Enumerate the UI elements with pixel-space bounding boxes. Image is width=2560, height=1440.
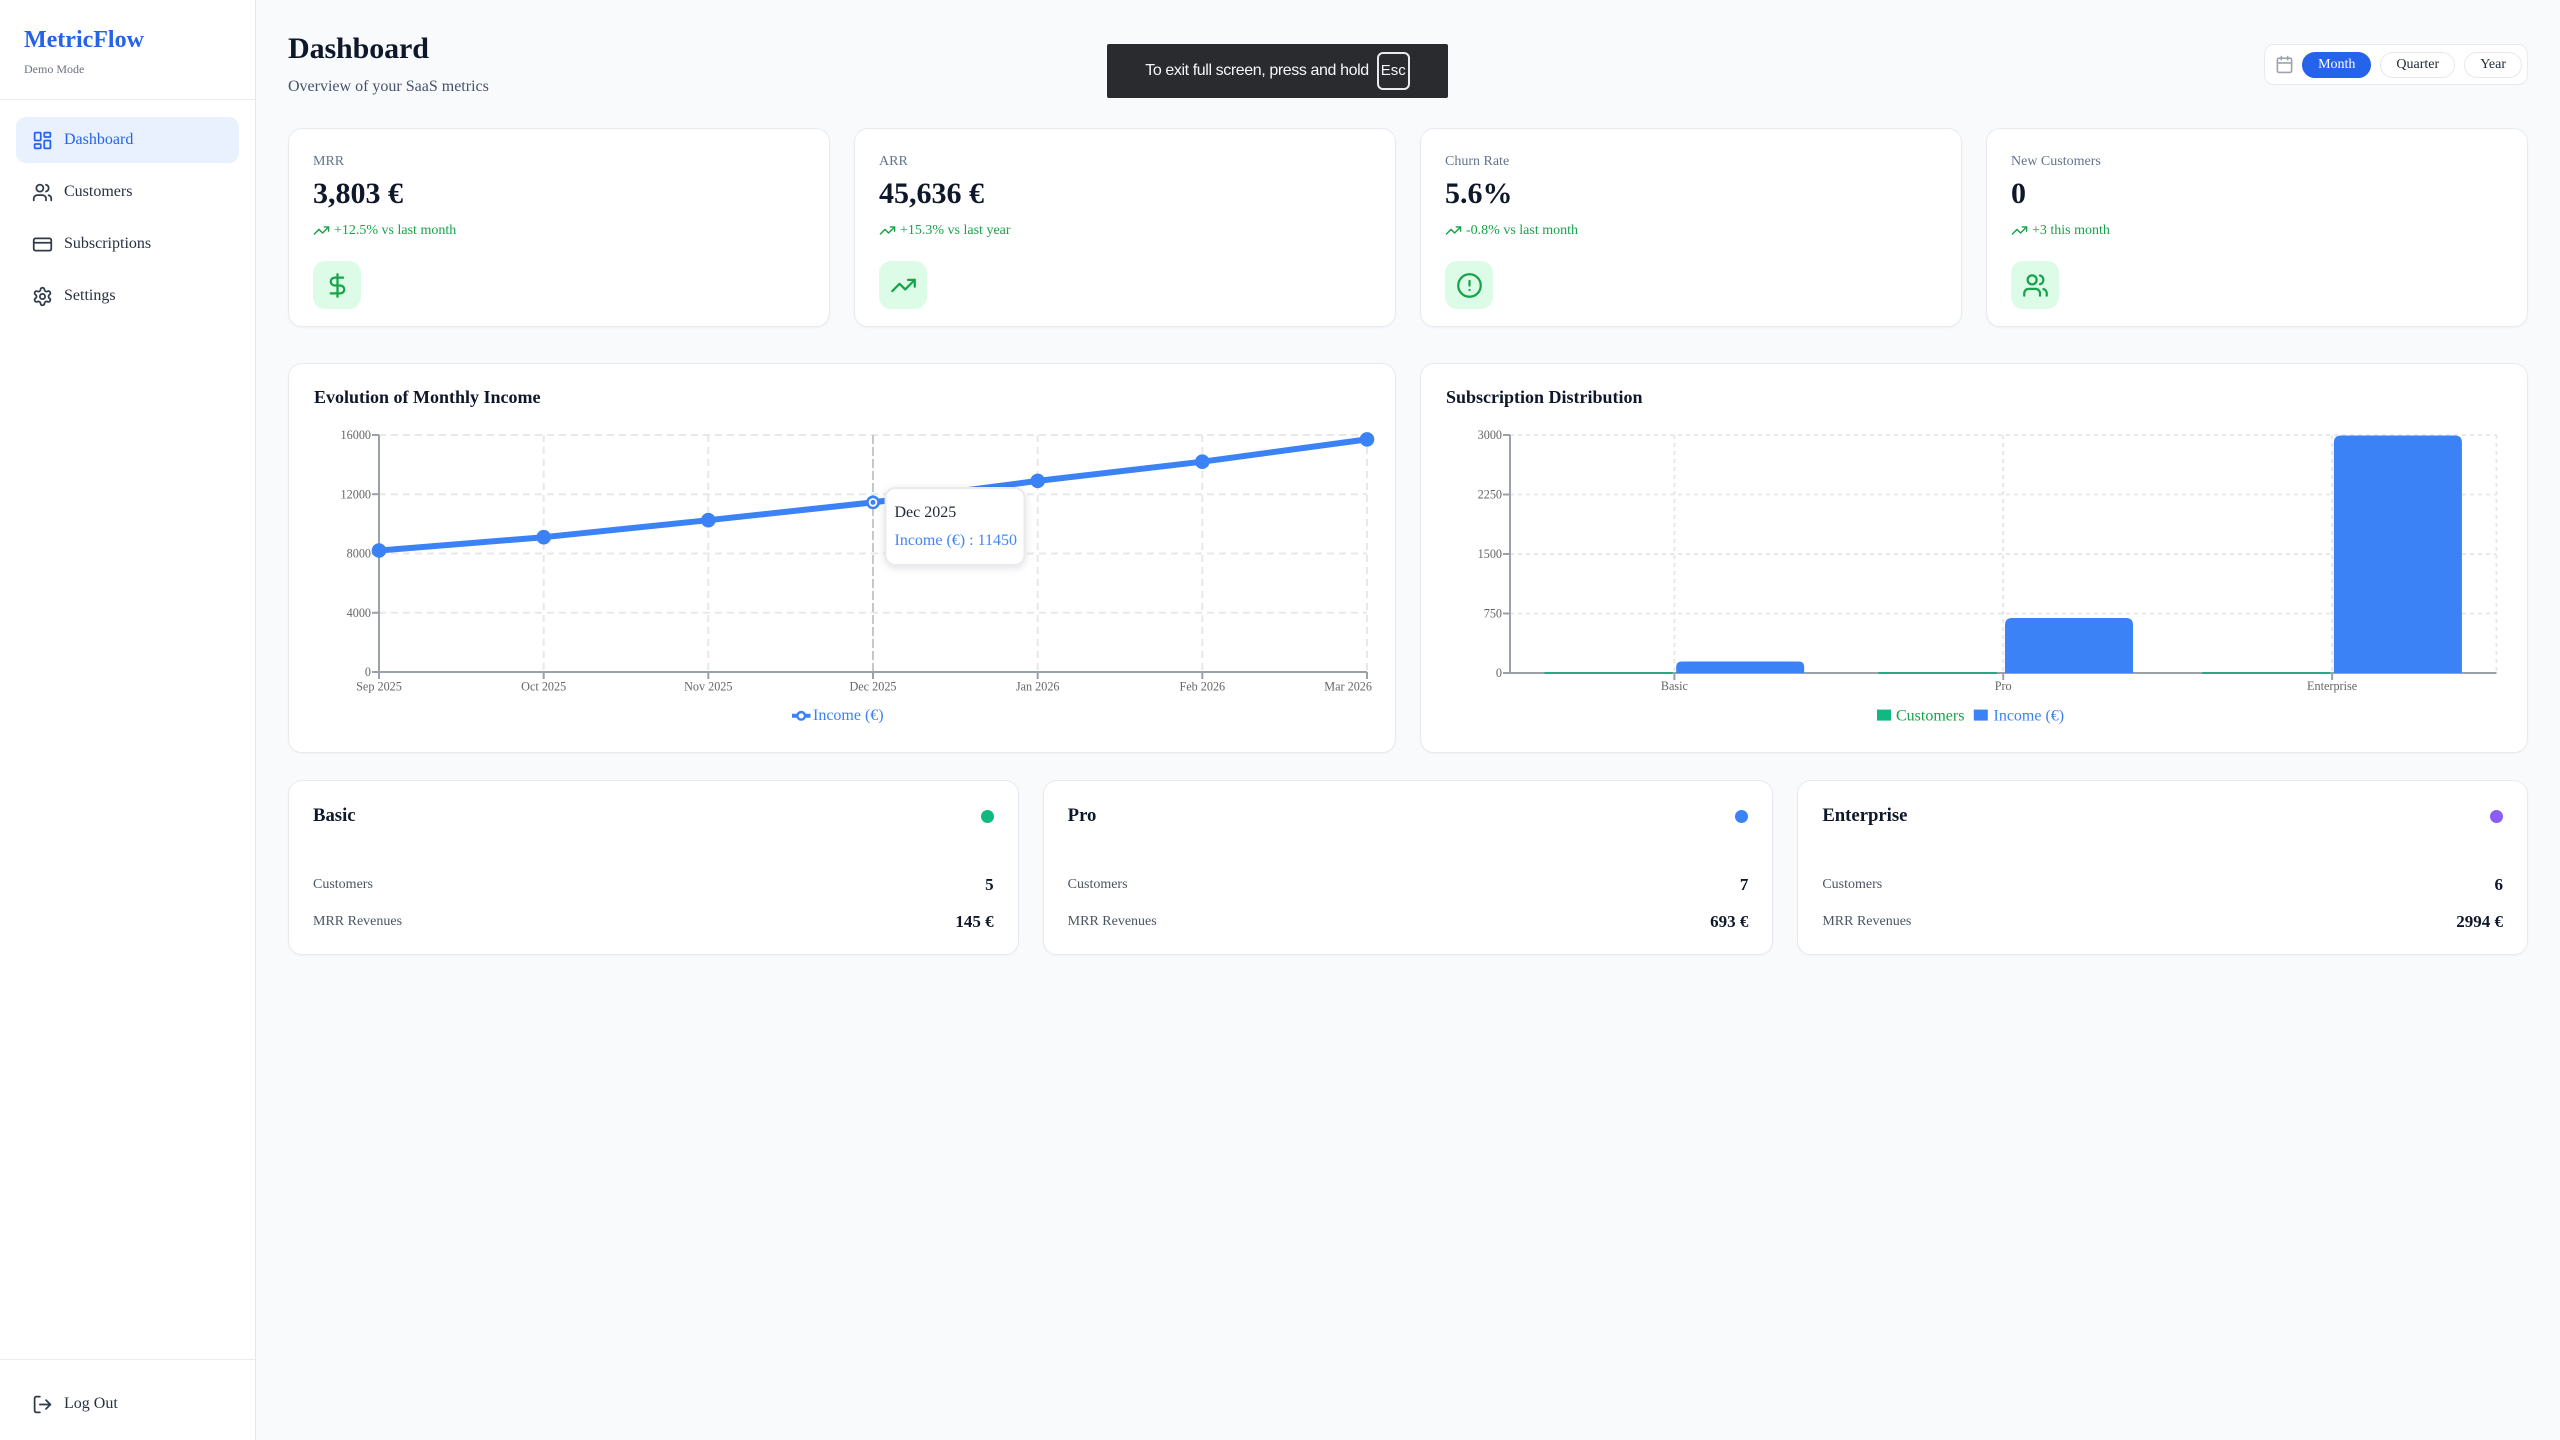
svg-text:Feb 2026: Feb 2026 xyxy=(1179,680,1225,694)
svg-text:Jan 2026: Jan 2026 xyxy=(1016,680,1060,694)
svg-text:4000: 4000 xyxy=(347,606,371,620)
svg-text:Oct 2025: Oct 2025 xyxy=(521,680,566,694)
svg-text:Mar 2026: Mar 2026 xyxy=(1324,680,1372,694)
svg-text:8000: 8000 xyxy=(347,547,371,561)
svg-text:Income (€): Income (€) xyxy=(1994,708,2065,725)
svg-text:Enterprise: Enterprise xyxy=(2307,679,2357,693)
svg-text:Pro: Pro xyxy=(1995,679,2012,693)
svg-text:1500: 1500 xyxy=(1478,547,1502,561)
svg-text:Basic: Basic xyxy=(1661,679,1689,693)
svg-text:Customers: Customers xyxy=(1896,708,1964,725)
svg-text:Nov 2025: Nov 2025 xyxy=(684,680,732,694)
svg-text:0: 0 xyxy=(365,665,371,679)
svg-text:3000: 3000 xyxy=(1478,428,1502,442)
svg-text:0: 0 xyxy=(1496,666,1502,680)
svg-text:Income (€): Income (€) xyxy=(813,707,884,724)
svg-text:750: 750 xyxy=(1484,607,1502,621)
svg-text:Dec 2025: Dec 2025 xyxy=(849,680,896,694)
svg-text:16000: 16000 xyxy=(341,428,371,442)
svg-text:12000: 12000 xyxy=(341,487,371,501)
svg-text:Sep 2025: Sep 2025 xyxy=(356,680,402,694)
svg-text:Income (€) : 11450: Income (€) : 11450 xyxy=(895,532,1017,549)
svg-text:Dec 2025: Dec 2025 xyxy=(895,504,957,521)
svg-text:2250: 2250 xyxy=(1478,488,1502,502)
